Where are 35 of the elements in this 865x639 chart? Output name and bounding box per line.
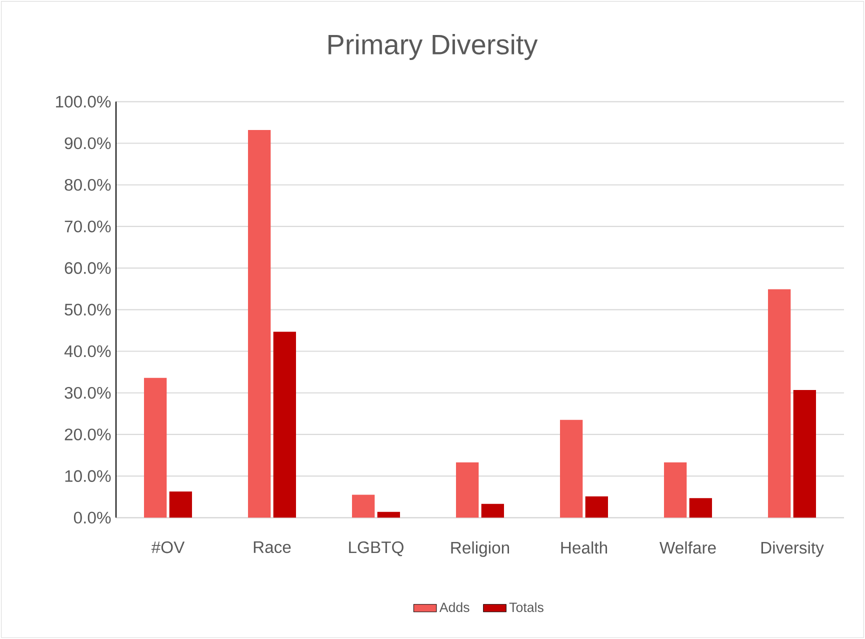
bar [585,496,608,518]
y-tick-label: 10.0% [65,470,111,482]
y-tick-label: 100.0% [56,96,111,108]
y-tick-label: 80.0% [64,178,111,191]
bar [169,491,192,518]
bar [456,462,479,518]
bar [481,504,504,518]
y-tick-label: 20.0% [64,428,111,440]
bar [689,498,712,518]
bar [664,462,687,518]
y-tick-label: 90.0% [64,137,111,150]
bar [144,378,167,518]
chart-title: Primary Diversity [328,34,538,60]
bar [352,494,375,518]
x-tick-label: Race [254,541,291,554]
x-tick-label: Welfare [660,541,716,554]
bar [273,332,296,518]
y-tick-label: 0.0% [74,512,111,524]
legend-label: Totals [509,602,544,612]
legend-label: Adds [439,602,470,612]
bar [248,130,271,518]
x-tick-label: Diversity [761,541,824,557]
y-tick-label: 60.0% [64,262,111,274]
x-tick-label: Health [561,541,607,554]
x-tick-label: Religion [451,541,509,557]
x-tick-label: LGBTQ [349,541,404,556]
y-tick-label: 30.0% [64,386,111,399]
y-tick-label: 40.0% [64,345,111,358]
bar [377,512,400,518]
bar [793,390,816,518]
y-tick-label: 50.0% [64,304,111,316]
y-tick-label: 70.0% [64,220,111,232]
bar [560,420,583,518]
bar [768,289,791,518]
x-tick-label: #OV [151,541,185,554]
